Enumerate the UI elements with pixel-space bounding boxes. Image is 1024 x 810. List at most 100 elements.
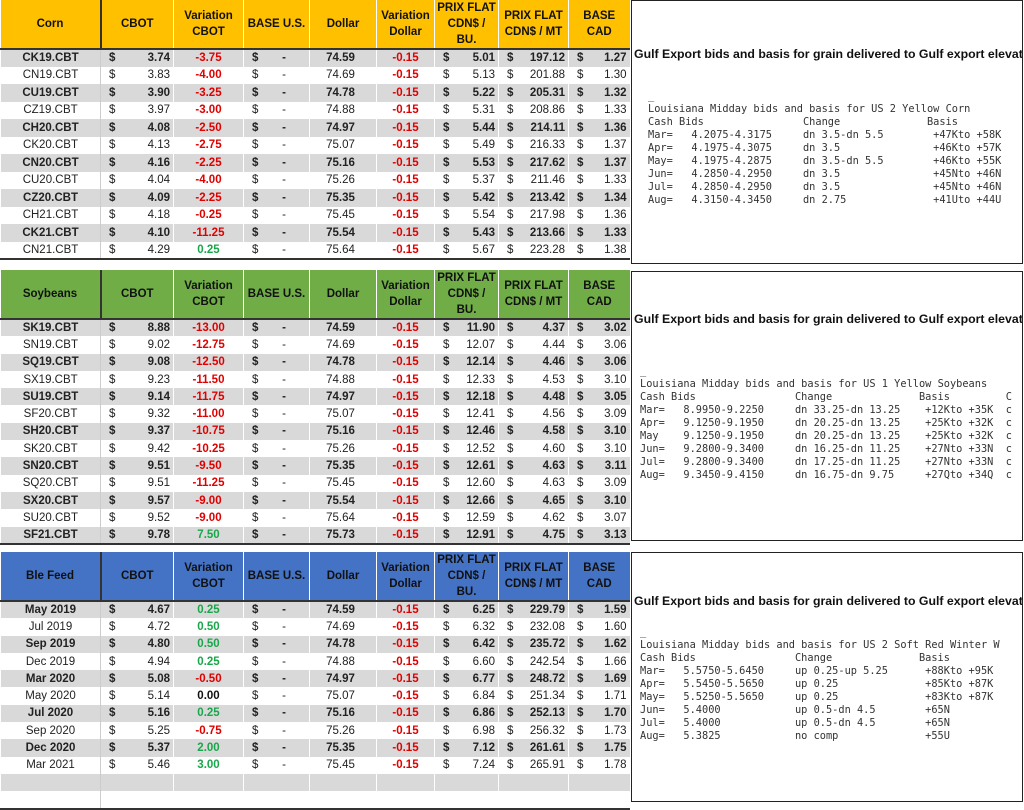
cell-prix-flat-mt[interactable]: $248.72 <box>498 670 569 688</box>
cell-prix-flat-bu[interactable]: $6.77 <box>434 670 499 688</box>
cell-base-cad[interactable]: $1.73 <box>568 722 630 740</box>
cell-base-cad[interactable]: $3.10 <box>568 440 630 458</box>
cell-cbot[interactable]: $9.08 <box>100 353 174 371</box>
cell-cbot[interactable]: $5.37 <box>100 739 174 757</box>
cell-base-cad[interactable]: $1.66 <box>568 652 630 671</box>
cell-dollar[interactable]: 75.26 <box>309 440 377 458</box>
cell-contract[interactable]: CZ19.CBT <box>0 101 101 119</box>
cell-contract[interactable]: SU20.CBT <box>0 509 101 527</box>
cell-base-us[interactable]: $ - <box>243 66 310 84</box>
cell-prix-flat-bu[interactable]: $6.42 <box>434 635 499 653</box>
column-header-base-us[interactable]: BASE U.S. <box>243 0 310 49</box>
column-header-variation-cbot[interactable]: Variation CBOT <box>173 552 244 601</box>
cell-base-us[interactable]: $ - <box>243 241 310 259</box>
cell-variation-cbot[interactable]: -2.25 <box>173 189 244 207</box>
table-row[interactable]: SQ20.CBT $9.51 -11.25 $ -75.45 -0.15 $12.60 $4.… <box>0 474 630 492</box>
cell-base-cad[interactable]: $1.71 <box>568 687 630 705</box>
cell-base-cad[interactable]: $1.33 <box>568 171 630 189</box>
cell-dollar[interactable]: 75.16 <box>309 154 377 172</box>
cell-base-us[interactable]: $ - <box>243 474 310 492</box>
table-row[interactable]: CK21.CBT $4.10 -11.25 $ -75.54 -0.15 $5.43 $213… <box>0 224 630 242</box>
cell-dollar[interactable]: 75.35 <box>309 739 377 757</box>
cell-variation-cbot[interactable]: 7.50 <box>173 526 244 544</box>
cell-contract[interactable]: May 2020 <box>0 687 101 705</box>
cell-variation-dollar[interactable]: -0.15 <box>376 206 435 224</box>
table-row[interactable]: CK19.CBT $3.74 -3.75 $ -74.59 -0.15 $5.01 $197.… <box>0 49 630 67</box>
table-row[interactable]: CH21.CBT $4.18 -0.25 $ -75.45 -0.15 $5.54 $217.… <box>0 206 630 224</box>
cell-dollar[interactable]: 75.64 <box>309 509 377 527</box>
cell-variation-dollar[interactable]: -0.15 <box>376 49 435 67</box>
cell-dollar[interactable]: 75.26 <box>309 171 377 189</box>
cell-variation-cbot[interactable]: -3.75 <box>173 49 244 67</box>
cell-variation-dollar[interactable]: -0.15 <box>376 618 435 636</box>
cell-dollar[interactable]: 74.88 <box>309 370 377 389</box>
cell-cbot[interactable]: $9.51 <box>100 474 174 492</box>
cell-dollar[interactable]: 75.73 <box>309 526 377 544</box>
table-row[interactable]: Dec 2020 $5.37 2.00 $ -75.35 -0.15 $7.12 $261.6… <box>0 739 630 757</box>
cell-base-us[interactable]: $ - <box>243 206 310 224</box>
cell-variation-dollar[interactable]: -0.15 <box>376 66 435 84</box>
cell-cbot[interactable]: $3.83 <box>100 66 174 84</box>
cell-prix-flat-bu[interactable]: $5.22 <box>434 84 499 102</box>
cell-dollar[interactable]: 74.69 <box>309 618 377 636</box>
cell-base-cad[interactable]: $3.09 <box>568 474 630 492</box>
cell-dollar[interactable]: 75.64 <box>309 241 377 259</box>
cell-variation-dollar[interactable]: -0.15 <box>376 224 435 242</box>
cell-base-us[interactable]: $ - <box>243 336 310 354</box>
cell-cbot[interactable] <box>100 791 174 809</box>
cell-base-us[interactable]: $ - <box>243 440 310 458</box>
cell-variation-cbot[interactable]: -9.00 <box>173 509 244 527</box>
cell-base-us[interactable] <box>243 773 310 792</box>
cell-cbot[interactable]: $9.32 <box>100 405 174 423</box>
cell-prix-flat-bu[interactable]: $5.44 <box>434 119 499 137</box>
cell-prix-flat-bu[interactable]: $5.01 <box>434 49 499 67</box>
cell-contract[interactable]: SX20.CBT <box>0 491 101 510</box>
cell-base-us[interactable]: $ - <box>243 652 310 671</box>
cell-contract[interactable]: May 2019 <box>0 601 101 619</box>
cell-prix-flat-bu[interactable]: $6.32 <box>434 618 499 636</box>
cell-contract[interactable]: SH20.CBT <box>0 422 101 441</box>
column-header-variation-dollar[interactable]: Variation Dollar <box>376 270 435 319</box>
cell-cbot[interactable]: $9.37 <box>100 422 174 441</box>
cell-cbot[interactable] <box>100 773 174 792</box>
cell-base-us[interactable]: $ - <box>243 171 310 189</box>
cell-base-cad[interactable]: $1.33 <box>568 224 630 242</box>
cell-contract[interactable]: CU20.CBT <box>0 171 101 189</box>
cell-prix-flat-bu[interactable]: $5.54 <box>434 206 499 224</box>
cell-variation-cbot[interactable]: -9.00 <box>173 491 244 510</box>
table-row[interactable]: SF21.CBT $9.78 7.50 $ -75.73 -0.15 $12.91 $4.75… <box>0 526 630 544</box>
cell-variation-cbot[interactable]: -2.50 <box>173 119 244 137</box>
table-row[interactable]: SQ19.CBT $9.08 -12.50 $ -74.78 -0.15 $12.14 $4.… <box>0 353 630 371</box>
cell-dollar[interactable]: 75.45 <box>309 474 377 492</box>
cell-base-cad[interactable]: $1.75 <box>568 739 630 757</box>
column-header-dollar[interactable]: Dollar <box>309 552 377 601</box>
cell-prix-flat-bu[interactable]: $12.33 <box>434 370 499 389</box>
cell-base-us[interactable]: $ - <box>243 635 310 653</box>
cell-variation-cbot[interactable]: -10.75 <box>173 422 244 441</box>
cell-variation-cbot[interactable]: -11.25 <box>173 474 244 492</box>
cell-contract[interactable]: Jul 2020 <box>0 704 101 723</box>
cell-prix-flat-bu[interactable]: $12.18 <box>434 388 499 406</box>
cell-cbot[interactable]: $4.67 <box>100 601 174 619</box>
cell-dollar[interactable]: 74.78 <box>309 84 377 102</box>
cell-prix-flat-bu[interactable]: $12.14 <box>434 353 499 371</box>
cell-prix-flat-bu[interactable]: $12.91 <box>434 526 499 544</box>
cell-variation-cbot[interactable]: -0.25 <box>173 206 244 224</box>
cell-prix-flat-mt[interactable]: $4.63 <box>498 457 569 475</box>
cell-variation-dollar[interactable]: -0.15 <box>376 652 435 671</box>
table-row[interactable]: CZ20.CBT $4.09 -2.25 $ -75.35 -0.15 $5.42 $213.… <box>0 189 630 207</box>
cell-base-us[interactable]: $ - <box>243 189 310 207</box>
cell-prix-flat-mt[interactable]: $4.37 <box>498 319 569 337</box>
cell-cbot[interactable]: $5.08 <box>100 670 174 688</box>
cell-prix-flat-mt[interactable]: $4.44 <box>498 336 569 354</box>
cell-base-cad[interactable]: $1.36 <box>568 206 630 224</box>
table-row[interactable]: CH20.CBT $4.08 -2.50 $ -74.97 -0.15 $5.44 $214.… <box>0 119 630 137</box>
cell-cbot[interactable]: $9.14 <box>100 388 174 406</box>
cell-prix-flat-bu[interactable]: $5.37 <box>434 171 499 189</box>
cell-contract[interactable]: SQ20.CBT <box>0 474 101 492</box>
cell-variation-cbot[interactable]: -11.50 <box>173 370 244 389</box>
cell-variation-dollar[interactable]: -0.15 <box>376 319 435 337</box>
cell-prix-flat-mt[interactable]: $251.34 <box>498 687 569 705</box>
cell-prix-flat-mt[interactable]: $213.42 <box>498 189 569 207</box>
cell-cbot[interactable]: $5.16 <box>100 704 174 723</box>
